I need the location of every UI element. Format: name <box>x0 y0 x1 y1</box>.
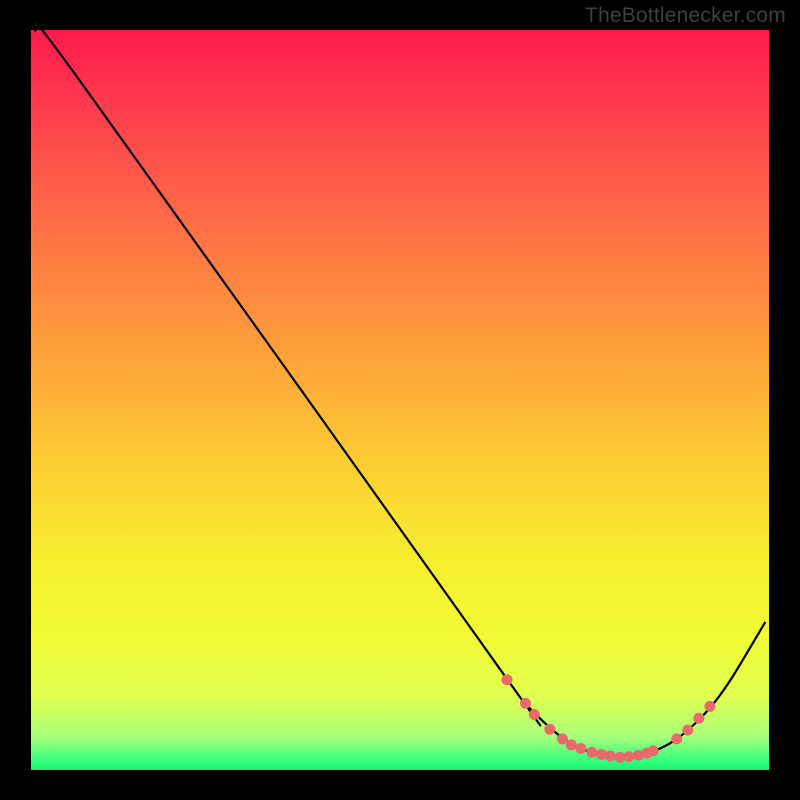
highlight-dot <box>529 709 540 720</box>
bottleneck-chart <box>0 0 800 800</box>
highlight-dot <box>693 713 704 724</box>
highlight-dot <box>682 725 693 736</box>
highlight-dot <box>520 698 531 709</box>
highlight-dot <box>704 701 715 712</box>
highlight-dot <box>575 743 586 754</box>
highlight-dot <box>623 751 634 762</box>
highlight-dot <box>586 747 597 758</box>
chart-background <box>31 30 769 770</box>
chart-frame: TheBottlenecker.com <box>0 0 800 800</box>
highlight-dot <box>544 724 555 735</box>
highlight-dot <box>502 674 513 685</box>
highlight-dot <box>566 739 577 750</box>
highlight-dot <box>671 733 682 744</box>
highlight-dot <box>648 745 659 756</box>
highlight-dot <box>605 750 616 761</box>
